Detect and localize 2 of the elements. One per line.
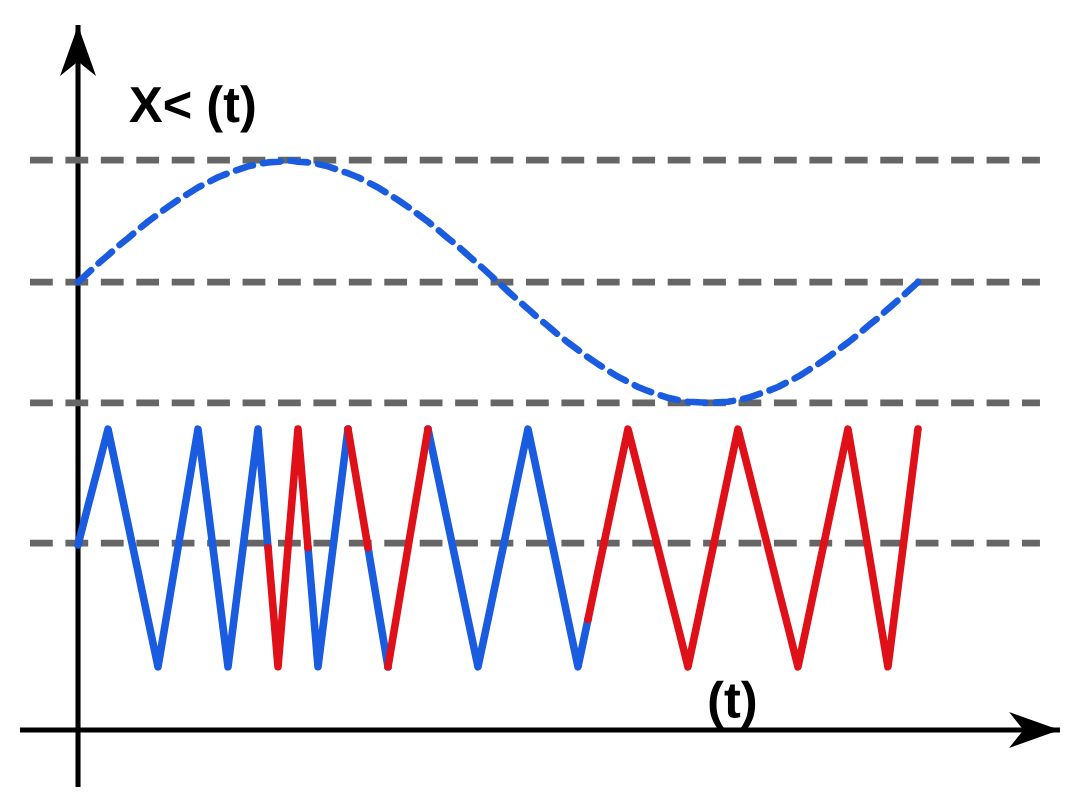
y-axis-title: X< (t) bbox=[129, 85, 255, 133]
x-axis-title: (t) bbox=[709, 680, 756, 728]
